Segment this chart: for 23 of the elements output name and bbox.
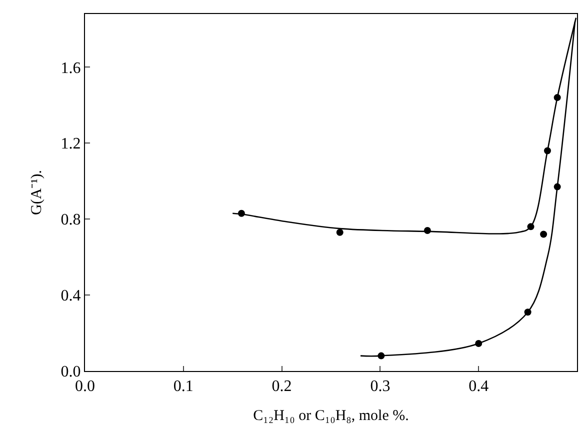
- point: [238, 210, 245, 217]
- x-tick-label: 0.4: [468, 378, 489, 396]
- point: [378, 352, 385, 360]
- x-tick-label: 0.2: [272, 378, 292, 396]
- y-tick-label: 0.8: [60, 212, 81, 229]
- point: [527, 223, 534, 230]
- x-tick-label: 0.3: [370, 378, 390, 396]
- y-tick-label: 1.2: [60, 136, 81, 153]
- x-tick-label: 0.1: [173, 378, 194, 396]
- y-tick-label: 0.0: [60, 364, 81, 381]
- y-axis-title: G(A⁻¹).: [29, 170, 46, 215]
- point: [524, 308, 532, 316]
- x-axis-title: C₁₂H₁₀ or C₁₀H₈, mole %.: [253, 408, 409, 424]
- point: [544, 147, 551, 154]
- point: [475, 340, 482, 347]
- point: [540, 230, 548, 238]
- y-tick-label: 0.4: [60, 288, 81, 305]
- x-tick-label: 0.0: [75, 378, 95, 396]
- point: [554, 94, 561, 102]
- point: [554, 183, 561, 190]
- point: [424, 226, 431, 234]
- point: [336, 228, 344, 236]
- y-tick-label: 1.6: [60, 60, 81, 77]
